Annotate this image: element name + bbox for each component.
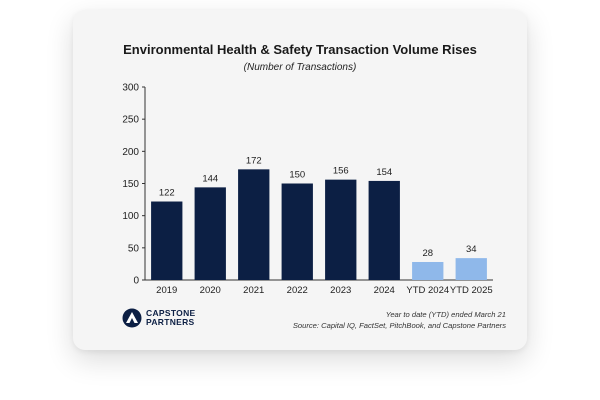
- data-label: 122: [159, 188, 175, 199]
- x-tick-label: 2022: [287, 285, 308, 296]
- data-label: 28: [422, 248, 433, 259]
- chart-subtitle: (Number of Transactions): [243, 62, 357, 73]
- y-tick-label: 250: [122, 115, 139, 126]
- footnote-ytd: Year to date (YTD) ended March 21: [385, 310, 506, 319]
- data-label: 154: [376, 167, 392, 178]
- y-tick-label: 50: [128, 243, 140, 254]
- y-tick-label: 200: [122, 147, 139, 158]
- bar-2024: [368, 180, 400, 280]
- footnote-source: Source: Capital IQ, FactSet, PitchBook, …: [292, 321, 506, 330]
- x-tick-label: YTD 2024: [406, 285, 449, 296]
- logo-line-1: CAPSTONE: [146, 307, 196, 318]
- logo-line-2: PARTNERS: [146, 317, 195, 327]
- data-label: 150: [289, 170, 305, 181]
- bar-2019: [151, 201, 183, 280]
- bar-2021: [238, 169, 270, 280]
- data-label: 156: [333, 166, 349, 177]
- chart-title: Environmental Health & Safety Transactio…: [123, 42, 477, 57]
- x-tick-label: 2023: [330, 285, 351, 296]
- data-label: 34: [466, 244, 477, 255]
- data-label: 172: [246, 155, 262, 166]
- bar-ytd-2024: [412, 261, 444, 280]
- x-tick-label: 2021: [243, 285, 264, 296]
- capstone-logo-icon: [122, 308, 142, 328]
- bar-2022: [281, 183, 313, 280]
- footnotes: Year to date (YTD) ended March 21 Source…: [293, 309, 506, 331]
- capstone-logo: CAPSTONE PARTNERS: [122, 308, 195, 328]
- y-tick-label: 300: [122, 83, 139, 94]
- bar-2020: [194, 187, 226, 280]
- bar-ytd-2025: [455, 258, 487, 280]
- chart-card: [73, 10, 527, 350]
- bar-2023: [325, 179, 357, 280]
- x-tick-label: 2019: [156, 285, 177, 296]
- data-label: 144: [202, 173, 218, 184]
- x-tick-label: 2024: [374, 285, 395, 296]
- x-tick-label: YTD 2025: [450, 285, 493, 296]
- x-tick-label: 2020: [200, 285, 221, 296]
- y-tick-label: 150: [122, 179, 139, 190]
- y-tick-label: 0: [133, 276, 139, 287]
- y-tick-label: 100: [122, 211, 139, 222]
